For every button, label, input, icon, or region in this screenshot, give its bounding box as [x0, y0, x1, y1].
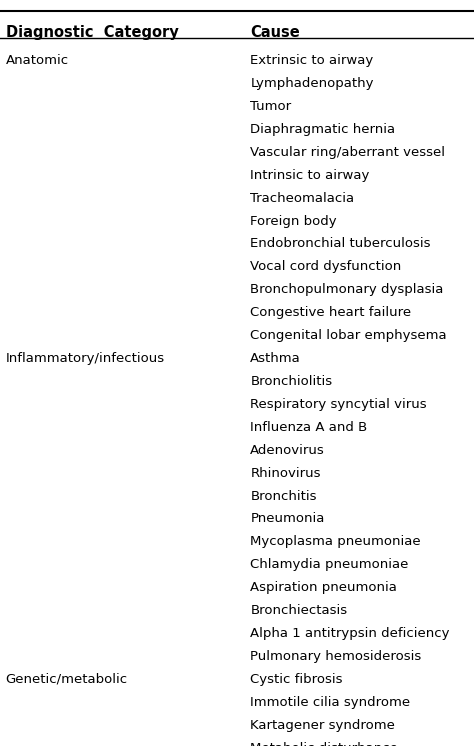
- Text: Cause: Cause: [250, 25, 300, 40]
- Text: Foreign body: Foreign body: [250, 215, 337, 228]
- Text: Bronchopulmonary dysplasia: Bronchopulmonary dysplasia: [250, 283, 444, 296]
- Text: Endobronchial tuberculosis: Endobronchial tuberculosis: [250, 237, 431, 251]
- Text: Intrinsic to airway: Intrinsic to airway: [250, 169, 370, 182]
- Text: Cystic fibrosis: Cystic fibrosis: [250, 673, 343, 686]
- Text: Asthma: Asthma: [250, 352, 301, 365]
- Text: Diaphragmatic hernia: Diaphragmatic hernia: [250, 123, 395, 136]
- Text: Genetic/metabolic: Genetic/metabolic: [6, 673, 128, 686]
- Text: Lymphadenopathy: Lymphadenopathy: [250, 77, 374, 90]
- Text: Pneumonia: Pneumonia: [250, 513, 325, 525]
- Text: Extrinsic to airway: Extrinsic to airway: [250, 54, 374, 67]
- Text: Congestive heart failure: Congestive heart failure: [250, 306, 411, 319]
- Text: Kartagener syndrome: Kartagener syndrome: [250, 718, 395, 732]
- Text: Bronchitis: Bronchitis: [250, 489, 317, 503]
- Text: Chlamydia pneumoniae: Chlamydia pneumoniae: [250, 558, 409, 571]
- Text: Vascular ring/aberrant vessel: Vascular ring/aberrant vessel: [250, 145, 445, 159]
- Text: Congenital lobar emphysema: Congenital lobar emphysema: [250, 329, 447, 342]
- Text: Alpha 1 antitrypsin deficiency: Alpha 1 antitrypsin deficiency: [250, 627, 450, 640]
- Text: Adenovirus: Adenovirus: [250, 444, 325, 457]
- Text: Rhinovirus: Rhinovirus: [250, 466, 321, 480]
- Text: Pulmonary hemosiderosis: Pulmonary hemosiderosis: [250, 650, 421, 663]
- Text: Tracheomalacia: Tracheomalacia: [250, 192, 355, 204]
- Text: Metabolic disturbance: Metabolic disturbance: [250, 742, 398, 746]
- Text: Vocal cord dysfunction: Vocal cord dysfunction: [250, 260, 401, 273]
- Text: Mycoplasma pneumoniae: Mycoplasma pneumoniae: [250, 536, 421, 548]
- Text: Immotile cilia syndrome: Immotile cilia syndrome: [250, 696, 410, 709]
- Text: Influenza A and B: Influenza A and B: [250, 421, 367, 433]
- Text: Aspiration pneumonia: Aspiration pneumonia: [250, 581, 397, 594]
- Text: Tumor: Tumor: [250, 100, 292, 113]
- Text: Bronchiectasis: Bronchiectasis: [250, 604, 347, 617]
- Text: Bronchiolitis: Bronchiolitis: [250, 375, 332, 388]
- Text: Inflammatory/infectious: Inflammatory/infectious: [6, 352, 165, 365]
- Text: Respiratory syncytial virus: Respiratory syncytial virus: [250, 398, 427, 411]
- Text: Anatomic: Anatomic: [6, 54, 69, 67]
- Text: Diagnostic  Category: Diagnostic Category: [6, 25, 178, 40]
